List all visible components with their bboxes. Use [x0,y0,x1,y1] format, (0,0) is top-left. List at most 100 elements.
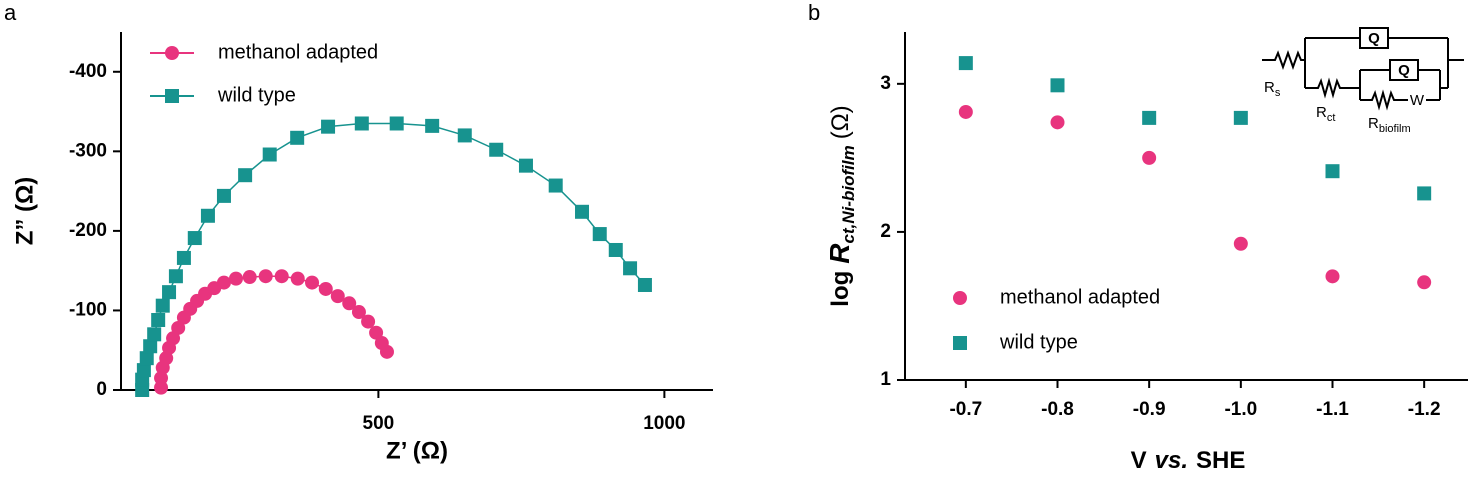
legend-label: wild type [999,331,1078,353]
marker [342,296,357,311]
y-tick-label: -100 [69,299,107,320]
marker [425,118,440,133]
y-tick-label: 0 [96,379,107,400]
marker [575,204,590,219]
marker [1417,186,1432,201]
series-line [160,275,388,388]
panel-label: b [808,0,820,25]
y-tick-label: 1 [880,369,891,390]
y-tick-label: 2 [880,221,891,242]
legend-label: methanol adapted [218,41,378,63]
marker [1142,110,1157,125]
x-label-part: SHE [1196,447,1245,474]
circuit-label-part: ct [1327,112,1336,124]
circuit-label-part: R [1316,104,1327,121]
marker [139,351,154,366]
y-axis-label: Z” (Ω) [11,177,38,246]
marker [637,277,652,292]
y-label-part: log [827,271,854,307]
marker [489,142,504,157]
legend-marker [165,46,179,60]
marker [623,261,638,276]
marker [162,285,177,300]
marker [147,327,162,342]
marker [330,289,345,304]
marker [1417,275,1432,290]
marker [136,363,151,378]
marker [151,312,166,327]
legend-marker [953,336,967,350]
y-tick-label: -200 [69,220,107,241]
marker [369,325,384,340]
marker [321,119,336,134]
circuit-label-part: s [1275,87,1281,99]
circuit-label: Q [1398,62,1410,79]
x-tick-label: -1.1 [1316,399,1349,420]
marker [258,269,273,284]
marker [354,116,369,131]
legend-label: wild type [217,84,296,106]
marker [176,250,191,265]
marker [155,298,170,313]
marker [318,281,333,296]
marker [274,269,289,284]
legend-marker [165,89,179,103]
marker [242,270,257,285]
marker [216,188,231,203]
circuit-label: Rs [1264,79,1281,99]
marker [238,168,253,183]
marker [228,271,243,286]
marker [290,130,305,145]
circuit-label-part: R [1368,115,1379,132]
legend-label: methanol adapted [1000,286,1160,308]
marker [262,147,277,162]
cpe-box [1359,27,1389,49]
x-tick-label: -0.9 [1133,399,1166,420]
marker [1233,236,1248,251]
marker [958,104,973,119]
x-tick-label: 1000 [643,413,685,434]
marker [361,314,376,329]
marker [200,208,215,223]
marker [548,178,563,193]
circuit-label: W [1410,92,1425,109]
marker [171,320,186,335]
marker [518,158,533,173]
x-axis-label: Z’ (Ω) [386,437,448,464]
circuit-label: Rct [1316,104,1335,124]
x-tick-label: -1.2 [1408,399,1441,420]
circuit-inset: Q Q W Rs Rct Rbiofilm [1262,27,1464,135]
marker [608,242,623,257]
marker [1233,110,1248,125]
circuit-label: Rbiofilm [1368,115,1411,135]
marker [154,371,169,386]
circuit-label-part: biofilm [1379,123,1411,135]
y-label-part: R [824,243,855,264]
circuit-wires [1262,37,1464,111]
marker [1142,150,1157,165]
marker [216,275,231,290]
y-tick-label: -300 [69,140,107,161]
y-label-part: ct,Ni-biofilm [839,145,858,243]
circuit-label-part: R [1264,79,1275,96]
x-tick-label: 500 [363,413,395,434]
x-tick-label: -0.7 [949,399,982,420]
marker [166,331,181,346]
marker [1325,269,1340,284]
marker [305,275,320,290]
legend-marker [953,291,967,305]
marker [592,227,607,242]
marker [389,116,404,131]
marker [379,344,394,359]
marker [958,56,973,71]
marker [1050,115,1065,130]
marker [457,128,472,143]
x-tick-label: -0.8 [1041,399,1074,420]
x-tick-label: -1.0 [1224,399,1257,420]
y-tick-label: 3 [880,73,891,94]
x-label-part: vs. [1155,447,1188,474]
marker [187,231,202,246]
marker [290,271,305,286]
y-label-part: (Ω) [827,105,854,139]
